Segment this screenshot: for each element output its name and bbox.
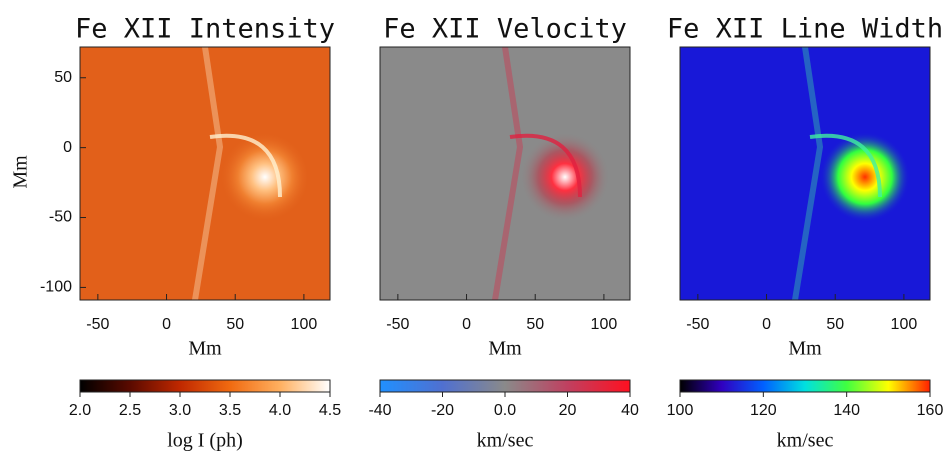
y-tick-label: 0 (63, 139, 72, 156)
x-tick-label: 0 (762, 316, 771, 333)
colorbar-tick-label: 120 (750, 402, 777, 419)
colorbar-tick-label: 4.0 (269, 402, 291, 419)
x-axis-label: Mm (788, 338, 822, 360)
x-tick-label: 0 (162, 316, 171, 333)
image-feature (520, 132, 610, 222)
colorbar (380, 380, 630, 392)
x-axis-label: Mm (188, 338, 222, 360)
x-tick-label: 50 (226, 316, 244, 333)
colorbar-tick-label: 2.0 (69, 402, 91, 419)
colorbar-tick-label: -40 (368, 402, 391, 419)
colorbar-tick-label: 20 (559, 402, 577, 419)
image-feature (220, 132, 310, 222)
colorbar-tick-label: 40 (621, 402, 639, 419)
x-tick-label: -50 (86, 316, 109, 333)
colorbar-tick-label: 3.5 (219, 402, 241, 419)
x-tick-label: 50 (526, 316, 544, 333)
y-tick-label: -50 (49, 209, 72, 226)
panel-title: Fe XII Intensity (75, 14, 335, 45)
x-tick-label: -50 (686, 316, 709, 333)
colorbar-tick-label: 2.5 (119, 402, 141, 419)
colorbar (80, 380, 330, 392)
panel-title: Fe XII Line Width (667, 14, 943, 45)
x-tick-label: 50 (826, 316, 844, 333)
x-tick-label: 100 (591, 316, 618, 333)
y-axis-label: Mm (10, 155, 32, 189)
colorbar-label: km/sec (477, 430, 534, 452)
y-tick-label: 50 (54, 69, 72, 86)
colorbar-tick-label: 100 (667, 402, 694, 419)
colorbar-label: km/sec (777, 430, 834, 452)
colorbar-tick-label: -20 (431, 402, 454, 419)
colorbar-tick-label: 4.5 (319, 402, 341, 419)
colorbar-tick-label: 160 (917, 402, 944, 419)
colorbar-tick-label: 0.0 (494, 402, 516, 419)
panel-title: Fe XII Velocity (383, 14, 627, 45)
x-tick-label: 100 (891, 316, 918, 333)
image-feature (820, 132, 910, 222)
colorbar-label: log I (ph) (167, 430, 243, 452)
colorbar-tick-label: 140 (833, 402, 860, 419)
figure: Fe XII Intensity-50050100Mm500-50-100Mm2… (0, 0, 948, 461)
x-tick-label: 0 (462, 316, 471, 333)
y-tick-label: -100 (40, 279, 72, 296)
colorbar-tick-label: 3.0 (169, 402, 191, 419)
x-axis-label: Mm (488, 338, 522, 360)
x-tick-label: -50 (386, 316, 409, 333)
colorbar (680, 380, 930, 392)
x-tick-label: 100 (291, 316, 318, 333)
